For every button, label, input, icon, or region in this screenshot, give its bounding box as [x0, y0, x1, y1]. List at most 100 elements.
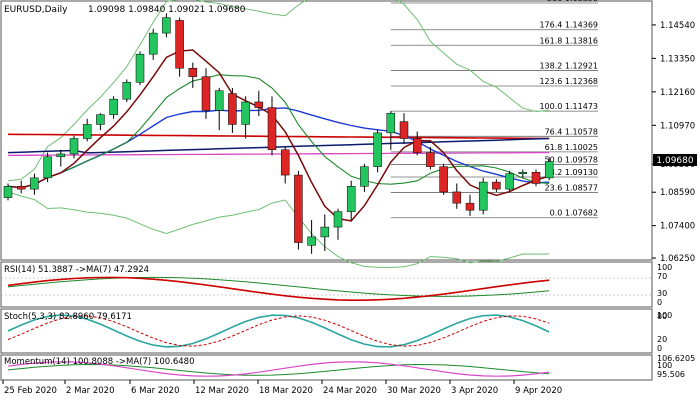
ma-55-line	[7, 151, 550, 157]
time-tick-label: 3 Apr 2020	[451, 386, 498, 396]
fibonacci-levels: 200 1.15320 176.4 1.14369 161.8 1.13816 138…	[390, 0, 598, 219]
chart-symbol-label: EURUSD,Daily	[4, 5, 68, 15]
candle-body	[412, 138, 422, 153]
fib-level-label: 50.0 1.09578	[545, 155, 598, 164]
time-tick-label: 18 Mar 2020	[259, 386, 313, 396]
fib-level-label: 100.0 1.11473	[539, 102, 598, 111]
candle-body	[478, 181, 488, 211]
rsi-ma-line	[7, 276, 550, 297]
candle-body	[518, 172, 528, 174]
candle-body	[82, 124, 92, 139]
price-tick-label: 1.07400	[660, 222, 695, 232]
candle-body	[452, 191, 462, 204]
fib-level-label: 200 1.15320	[547, 0, 598, 3]
price-tick-label: 1.08590	[660, 188, 695, 198]
candle-body	[56, 153, 66, 158]
stoch-axis-label: 100	[657, 311, 672, 320]
candle-body	[294, 174, 303, 243]
current-price-box	[653, 154, 697, 166]
stoch-axis-label: 80	[657, 312, 667, 321]
fib-level-label: 76.4 1.10578	[545, 127, 598, 136]
stoch-panel[interactable]	[0, 308, 653, 354]
candle-body	[148, 32, 158, 55]
time-tick-label: 25 Feb 2020	[4, 386, 57, 396]
ma-200-line	[7, 133, 550, 140]
candle-body	[3, 186, 13, 198]
current-price-label: 1.09680	[656, 156, 693, 166]
fib-level-label: 0.0 1.07682	[550, 209, 598, 218]
candle-body	[109, 98, 118, 115]
rsi-title: RSI(14) 51.3887 ->MA(7) 47.2924	[4, 265, 149, 275]
momentum-panel[interactable]	[0, 354, 653, 381]
candle-body	[30, 177, 39, 190]
momentum-axis-label: 100	[657, 361, 672, 370]
fib-level-label: 161.8 1.13816	[539, 36, 598, 45]
rsi-axis-label: 70	[657, 272, 667, 281]
candle-body	[267, 107, 277, 151]
candle-body	[162, 17, 171, 34]
time-tick-label: 6 Mar 2020	[131, 386, 179, 396]
fib-level-label: 23.6 1.08577	[545, 184, 598, 193]
ma-100-line	[7, 137, 550, 154]
rsi-axis-label: 100	[657, 263, 672, 272]
fib-level-label: 123.6 1.12368	[539, 77, 598, 86]
momentum-axis-label: 106.6205	[657, 354, 695, 363]
candle-body	[426, 152, 435, 167]
candle-body	[531, 172, 541, 184]
momentum-line	[7, 361, 550, 377]
moving-averages	[7, 0, 550, 268]
time-axis: 25 Feb 2020 2 Mar 2020 6 Mar 2020 12 Mar 20…	[2, 380, 562, 396]
time-tick-label: 24 Mar 2020	[323, 386, 377, 396]
rsi-line	[7, 276, 550, 302]
stoch-axis-label: 0	[657, 344, 662, 353]
candle-body	[214, 90, 224, 111]
price-tick-label: 1.10970	[660, 121, 695, 131]
price-tick-label: 1.06250	[660, 254, 695, 264]
candle-body	[280, 149, 290, 176]
bollinger-upper	[7, 0, 550, 182]
candle-body	[492, 181, 501, 190]
stoch-signal-line	[7, 315, 550, 347]
candle-body	[43, 156, 52, 179]
rsi-axis-label: 30	[657, 289, 667, 298]
candle-body	[175, 20, 184, 69]
price-tick-label: 1.14540	[660, 21, 695, 31]
time-tick-label: 2 Mar 2020	[66, 386, 114, 396]
price-tick-label: 1.13350	[660, 54, 695, 64]
candle-body	[439, 166, 448, 193]
ma-10-line	[7, 74, 550, 189]
candle-body	[505, 173, 514, 190]
candle-body	[320, 226, 330, 238]
main-price-panel[interactable]	[0, 0, 653, 261]
stoch-title: Stoch(5,3,3) 82.8960 79.6171	[4, 312, 132, 322]
candle-body	[254, 101, 264, 108]
time-tick-label: 12 Mar 2020	[195, 386, 249, 396]
candle-body	[307, 236, 316, 246]
ma-5-line	[7, 49, 550, 222]
candle-body	[399, 121, 409, 139]
candle-body	[188, 67, 198, 77]
candle-body	[333, 211, 343, 228]
candle-body	[16, 186, 26, 190]
candle-body	[122, 82, 132, 100]
stoch-axis-label: 20	[657, 335, 667, 344]
rsi-axis-label: 0	[657, 298, 662, 307]
momentum-ma-line	[7, 363, 550, 376]
candle-body	[135, 53, 145, 83]
candle-body	[544, 161, 554, 179]
candle-body	[386, 112, 396, 134]
candle-body	[465, 202, 475, 211]
fib-level-label: 138.2 1.12921	[539, 61, 598, 70]
stoch-main-line	[7, 314, 550, 348]
momentum-axis-label: 95.506	[657, 370, 685, 379]
candle-body	[360, 166, 369, 187]
candle-body	[69, 138, 79, 155]
time-tick-label: 9 Apr 2020	[515, 386, 562, 396]
candle-body	[346, 186, 356, 212]
bollinger-lower	[7, 191, 550, 268]
candle-body	[96, 114, 105, 125]
rsi-panel[interactable]	[0, 261, 653, 308]
